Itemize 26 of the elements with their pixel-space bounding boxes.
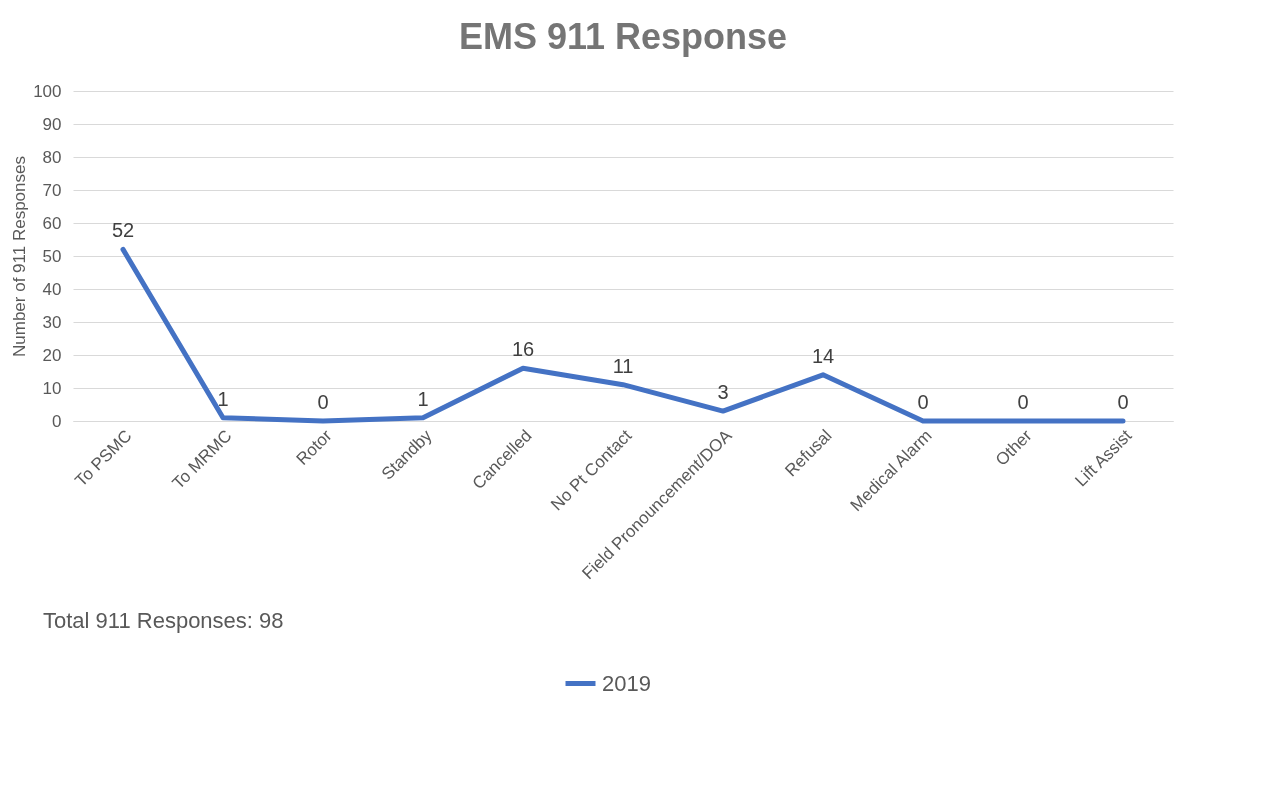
data-label: 52 (111, 219, 135, 242)
y-tick-label: 70 (42, 180, 62, 200)
y-tick-label: 30 (42, 312, 62, 332)
data-label: 1 (417, 387, 429, 410)
data-label: 0 (1117, 391, 1129, 413)
data-label: 0 (917, 391, 929, 413)
data-label: 0 (1017, 391, 1029, 413)
data-label: 16 (511, 338, 535, 361)
data-label: 1 (217, 387, 229, 410)
y-tick-label: 100 (33, 81, 62, 101)
y-axis-title: Number of 911 Responses (10, 156, 30, 357)
y-tick-label: 10 (42, 378, 62, 398)
y-tick-label: 80 (42, 147, 62, 167)
chart-title: EMS 911 Response (458, 16, 788, 57)
y-tick-label: 50 (42, 246, 62, 266)
text: Total 911 Responses: 98 (43, 608, 284, 633)
data-label: 3 (717, 381, 729, 404)
data-label: 14 (811, 344, 835, 367)
y-tick-label: 60 (42, 213, 62, 233)
y-tick-label: 90 (42, 114, 62, 134)
legend-label: 2019 (602, 670, 651, 696)
data-label: 11 (612, 354, 634, 377)
data-label: 0 (317, 391, 329, 413)
y-tick-label: 40 (42, 279, 62, 299)
y-tick-label: 0 (52, 411, 62, 431)
y-tick-label: 20 (42, 345, 62, 365)
